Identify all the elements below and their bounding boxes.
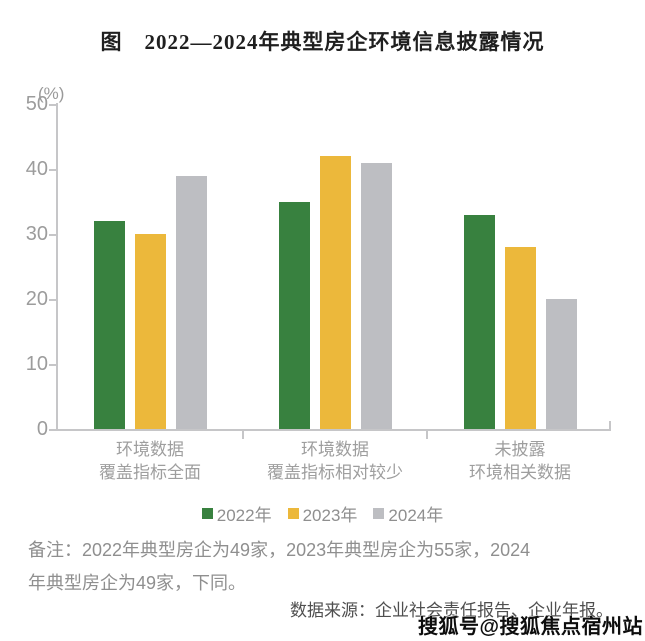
legend-label: 2022年: [216, 506, 272, 525]
y-axis-tick: [49, 428, 57, 431]
legend-label: 2024年: [388, 506, 444, 525]
chart-title: 图 2022—2024年典型房企环境信息披露情况: [100, 30, 545, 54]
x-axis-end-tick: [609, 421, 611, 429]
data-source: 数据来源：企业社会责任报告、企业年报。: [290, 601, 613, 620]
legend-item-2024年: 2024年: [373, 501, 443, 526]
category-label-3: 未披露 环境相关数据: [469, 440, 571, 482]
y-axis-tick-label: 40: [25, 158, 48, 180]
x-axis-tick: [426, 431, 428, 439]
bar-2023年-group2: [319, 156, 351, 429]
category-label-2: 环境数据 覆盖指标相对较少: [267, 440, 403, 482]
x-axis-line: [56, 429, 611, 431]
y-axis-tick-label: 50: [25, 93, 48, 115]
bar-2024年-group1: [175, 175, 207, 429]
bar-2022年-group2: [278, 201, 310, 429]
legend-label: 2023年: [302, 506, 358, 525]
y-axis-line: [56, 103, 58, 431]
bar-2022年-group3: [463, 214, 495, 429]
y-axis-tick-label: 0: [36, 418, 48, 440]
bar-2022年-group1: [93, 221, 125, 429]
y-axis-tick: [49, 363, 57, 366]
y-axis-tick: [49, 298, 57, 301]
category-label-1: 环境数据 覆盖指标全面: [99, 440, 201, 482]
y-axis-tick: [49, 168, 57, 171]
y-axis-tick-label: 30: [25, 223, 48, 245]
legend-item-2022年: 2022年: [201, 501, 272, 526]
legend: 2022年 2023年 2024年: [0, 501, 645, 526]
y-axis-unit-label: (%): [38, 84, 65, 103]
bar-2024年-group2: [360, 162, 392, 429]
watermark: 搜狐号@搜狐焦点宿州站: [417, 616, 643, 638]
legend-swatch-icon: [201, 508, 213, 519]
legend-swatch-icon: [373, 508, 385, 519]
y-axis-tick: [49, 103, 57, 106]
footnote: 备注：2022年典型房企为49家，2023年典型房企为55家，2024 年典型房…: [28, 540, 531, 593]
y-axis-tick-label: 10: [25, 353, 48, 375]
legend-swatch-icon: [287, 508, 299, 519]
legend-item-2023年: 2023年: [287, 501, 358, 526]
x-axis-tick: [242, 431, 244, 439]
y-axis-tick: [49, 233, 57, 236]
y-axis-tick-label: 20: [25, 288, 48, 310]
bar-2023年-group1: [134, 234, 166, 429]
bar-2024年-group3: [545, 299, 577, 429]
bar-2023年-group3: [504, 247, 536, 429]
